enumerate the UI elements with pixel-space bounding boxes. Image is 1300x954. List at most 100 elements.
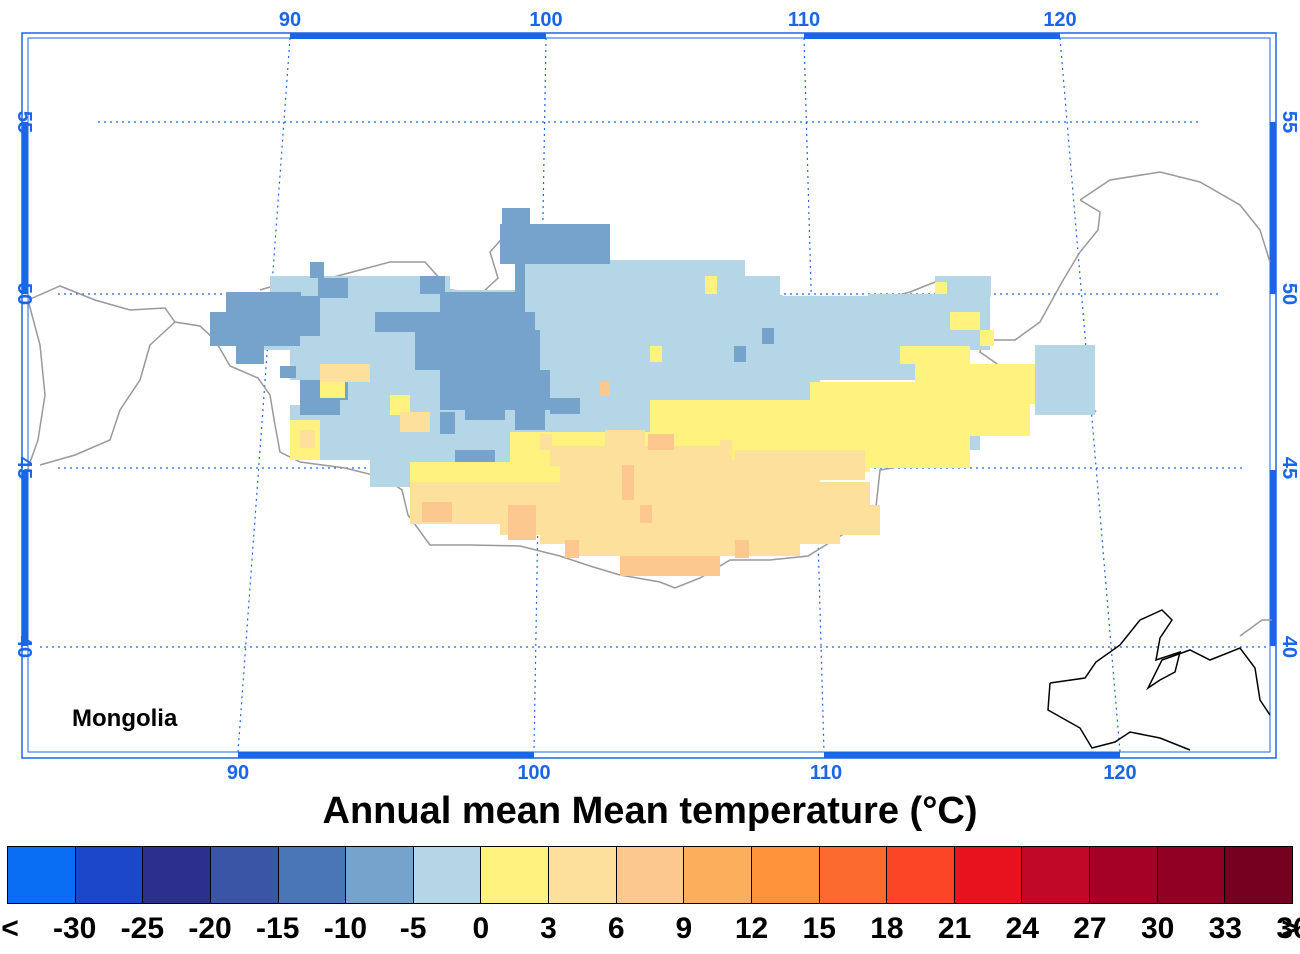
- grid-cell: [320, 380, 345, 398]
- grid-cell: [320, 364, 370, 382]
- colorbar-label: -25: [120, 912, 165, 945]
- colorbar-label: -5: [399, 912, 427, 945]
- colorbar-swatch: [1157, 847, 1226, 903]
- colorbar-label: 36: [1276, 912, 1300, 945]
- grid-cell: [310, 262, 324, 278]
- grid-cell: [500, 330, 540, 390]
- grid-cell: [935, 282, 947, 294]
- longitude-labels-bottom: 90 100 110 120: [227, 762, 1137, 784]
- lat-label-left: 50: [13, 283, 35, 305]
- grid-cell: [900, 346, 970, 364]
- grid-cell: [705, 276, 717, 294]
- grid-cell: [935, 276, 991, 296]
- latitude-labels-left: 55 50 45 40: [13, 111, 35, 658]
- colorbar-label: -30: [52, 912, 97, 945]
- lon-label-bottom: 90: [227, 762, 249, 784]
- region-label: Mongolia: [72, 705, 178, 732]
- colorbar-label: 33: [1208, 912, 1242, 945]
- map-panel: 90 100 110 120 90 100 110 120 55 50 45 4…: [13, 9, 1300, 784]
- grid-cell: [280, 366, 296, 378]
- colorbar-swatch: [887, 847, 955, 903]
- coastline: [1047, 609, 1271, 751]
- grid-cell: [300, 430, 315, 448]
- grid-cell: [720, 440, 732, 460]
- grid-cell: [540, 434, 552, 450]
- grid-cell: [735, 540, 749, 558]
- map-frame: [21, 32, 1277, 759]
- grid-cell: [840, 360, 920, 380]
- colorbar-label: 18: [870, 912, 904, 945]
- lon-label-top: 120: [1043, 9, 1076, 31]
- lon-label-bottom: 100: [517, 762, 550, 784]
- grid-cell: [762, 328, 774, 344]
- colorbar-label: -15: [256, 912, 300, 945]
- grid-cell: [1035, 345, 1095, 415]
- grid-cell: [600, 382, 610, 396]
- lat-label-right: 40: [1278, 636, 1300, 658]
- colorbar-label: 15: [802, 912, 836, 945]
- colorbar-label: >: [1281, 912, 1299, 945]
- colorbar-swatch: [684, 847, 752, 903]
- colorbar-labels: <-30-25-20-15-10-50369121518212427303336…: [0, 912, 1300, 952]
- map-inner-frame: [27, 37, 1271, 753]
- colorbar-swatch: [8, 847, 76, 903]
- grid-cell: [880, 436, 970, 468]
- grid-cell: [226, 292, 301, 314]
- grid-cell: [650, 346, 662, 362]
- lon-label-top: 100: [529, 9, 562, 31]
- grid-cell: [565, 540, 579, 558]
- colorbar-swatch: [481, 847, 549, 903]
- grid-cell: [622, 465, 634, 500]
- colorbar-label: 12: [734, 912, 769, 945]
- colorbar-swatch: [751, 847, 820, 903]
- colorbar-label: 6: [607, 912, 625, 945]
- colorbar-swatch: [1022, 847, 1090, 903]
- grid-cell: [422, 502, 452, 522]
- grid-cell: [640, 505, 652, 523]
- grid-cell: [885, 400, 935, 428]
- colorbar-swatch: [413, 847, 482, 903]
- grid-cell: [515, 264, 525, 294]
- colorbar-label: 3: [540, 912, 557, 945]
- grid-cell: [915, 364, 1035, 384]
- lon-label-top: 110: [788, 9, 820, 31]
- lat-label-right: 45: [1278, 457, 1300, 479]
- grid-cell: [508, 505, 536, 540]
- grid-cell: [550, 398, 580, 414]
- colorbar-swatch: [616, 847, 685, 903]
- frame-tick-bars: [22, 33, 1276, 758]
- colorbar-swatch: [75, 847, 144, 903]
- lat-label-left: 40: [13, 636, 35, 658]
- colorbar-label: -20: [188, 912, 232, 945]
- colorbar-label: 0: [472, 912, 490, 945]
- lon-label-top: 90: [279, 9, 301, 31]
- grid-cell: [440, 412, 455, 434]
- lat-label-left: 45: [13, 457, 35, 479]
- grid-cell: [500, 224, 610, 264]
- grid-cell: [950, 312, 980, 330]
- colorbar-swatch: [210, 847, 279, 903]
- latitude-labels-right: 55 50 45 40: [1278, 111, 1300, 658]
- lon-label-bottom: 110: [810, 762, 842, 784]
- grid-cell: [810, 382, 1035, 404]
- grid-cell: [980, 330, 994, 346]
- grid-cell: [515, 400, 545, 430]
- colorbar-label: -10: [323, 912, 368, 945]
- longitude-labels-top: 90 100 110 120: [279, 9, 1077, 31]
- colorbar-label: 9: [675, 912, 693, 945]
- grid-cell: [440, 292, 525, 312]
- colorbar-swatch: [278, 847, 347, 903]
- grid-cell: [648, 434, 674, 450]
- map-title: Annual mean Mean temperature (°C): [322, 790, 978, 832]
- grid-cell: [800, 470, 820, 490]
- colorbar: [7, 846, 1293, 904]
- grid-cell: [620, 556, 720, 576]
- grid-cell: [375, 312, 535, 332]
- colorbar-swatch: [954, 847, 1023, 903]
- colorbar-swatch: [549, 847, 617, 903]
- grid-cell: [465, 390, 505, 420]
- grid-cell: [665, 400, 677, 414]
- colorbar-label: <: [1, 912, 19, 945]
- colorbar-swatch: [1225, 847, 1292, 903]
- grid-cell: [734, 346, 746, 362]
